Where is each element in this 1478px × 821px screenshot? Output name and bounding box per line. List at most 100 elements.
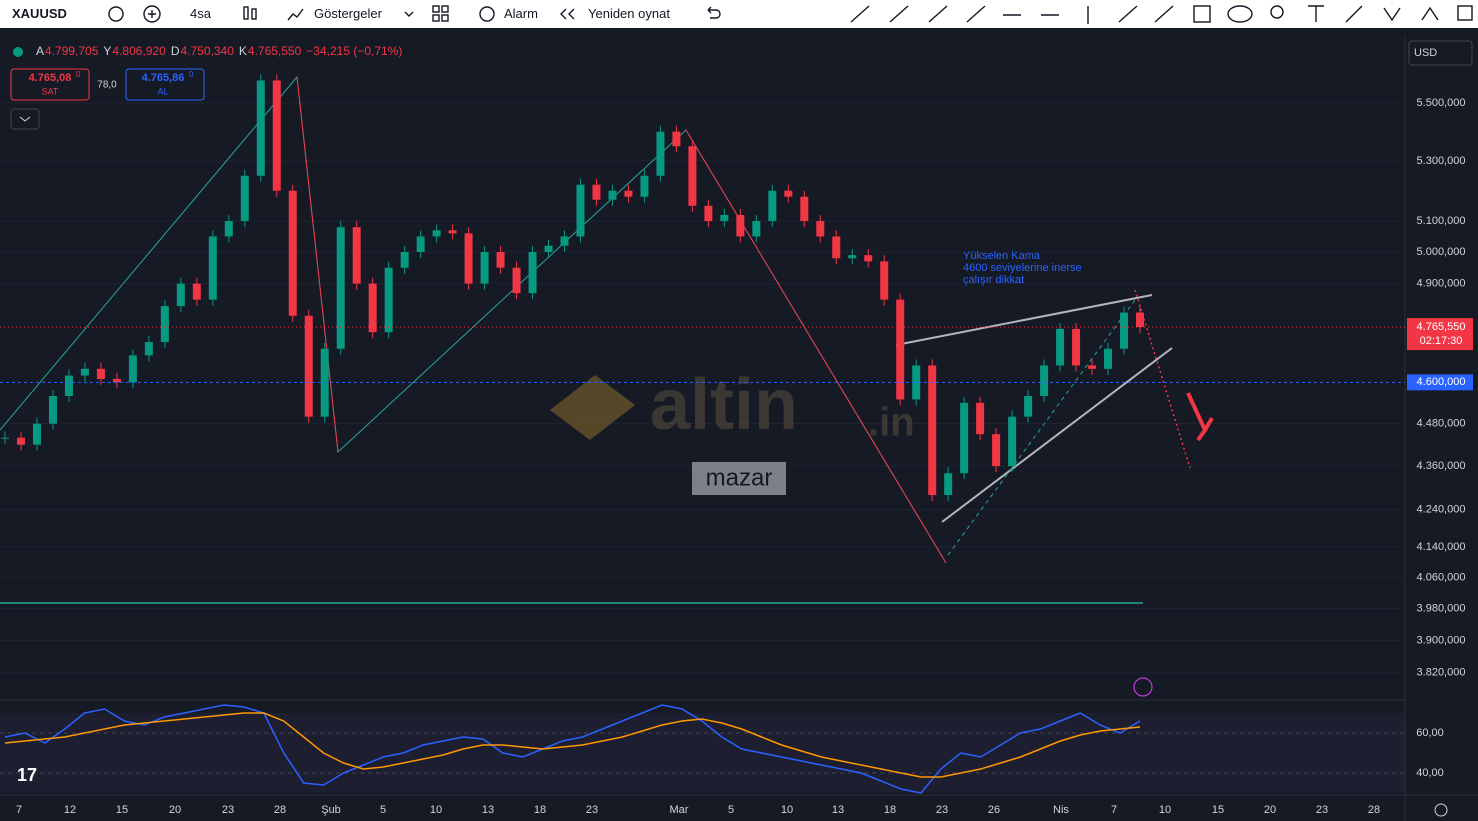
x-tick-label: 5 — [728, 804, 734, 816]
note-line: çalışır dikkat — [963, 274, 1024, 286]
candle — [368, 283, 377, 333]
sell-button[interactable] — [10, 68, 90, 101]
candles — [1, 74, 1144, 502]
time-axis: 7 12 15 20 23 28 Şub 5 10 13 18 23 Mar 5 10 13 18 23 26 Nis… — [16, 804, 1380, 816]
ohlc-legend: A 4.799,705 Y 4.806,920 D 4.750,340 K 4.765,550… — [36, 44, 402, 58]
symbol[interactable]: XAUUSD — [12, 6, 67, 21]
candle — [928, 365, 937, 496]
price-tag — [1407, 318, 1473, 351]
candle — [608, 190, 617, 200]
candle — [848, 255, 857, 259]
x-tick-label: 23 — [586, 804, 598, 816]
alarm[interactable]: Alarm — [504, 6, 538, 21]
watermark-suffix: .in — [868, 401, 915, 445]
replay[interactable]: Yeniden oynat — [588, 6, 670, 21]
candle — [832, 236, 841, 259]
chevron — [19, 116, 31, 122]
candle — [592, 184, 601, 200]
candle — [416, 236, 425, 253]
candle — [768, 190, 777, 222]
candle — [432, 230, 441, 237]
zigzag-down — [296, 76, 947, 564]
candle — [656, 131, 665, 176]
x-tick-label: 12 — [64, 804, 76, 816]
interval[interactable]: 4sa — [190, 6, 211, 21]
candle — [336, 227, 345, 349]
y-tick-label: 3.820,000 — [1417, 667, 1466, 679]
candle — [976, 402, 985, 435]
candle — [672, 131, 681, 147]
candle — [992, 434, 1001, 467]
candle — [304, 315, 313, 417]
candle — [256, 80, 265, 176]
candle — [1040, 365, 1049, 396]
candle — [640, 175, 649, 197]
watermark: altin .in mazar — [550, 365, 915, 495]
candle — [96, 368, 105, 379]
candle — [272, 80, 281, 191]
x-tick-label: 10 — [430, 804, 442, 816]
ohlc-value: 4.799,705 — [45, 44, 99, 58]
x-tick-label: 10 — [1159, 804, 1171, 816]
ohlc-key: Y — [103, 44, 111, 58]
x-tick-label: 28 — [1368, 804, 1380, 816]
buy-price: 4.765,86 — [142, 72, 185, 84]
y-tick-label: 5.000,000 — [1417, 246, 1466, 258]
status-dot — [13, 47, 23, 57]
x-tick-label: 20 — [1264, 804, 1276, 816]
sell-sup: 0 — [76, 70, 81, 79]
x-tick-label: 15 — [116, 804, 128, 816]
candle — [1088, 365, 1097, 369]
x-tick-label: 10 — [781, 804, 793, 816]
candle — [448, 230, 457, 234]
candle — [816, 221, 825, 237]
candle — [1, 437, 9, 439]
rsi-pane: 60,00 40,00 — [0, 704, 1444, 794]
y-tick-label: 3.900,000 — [1417, 634, 1466, 646]
settings-icon[interactable] — [1434, 803, 1448, 817]
note-line: 4600 seviyelerine inerse — [963, 262, 1082, 274]
x-tick-label: Şub — [321, 804, 341, 816]
candle — [736, 214, 745, 237]
ohlc-key: A — [36, 44, 44, 58]
author-box — [692, 462, 786, 495]
x-tick-label: Nis — [1053, 804, 1069, 816]
candle — [1104, 348, 1113, 369]
candle — [800, 196, 809, 222]
candle — [224, 221, 233, 237]
x-tick-label: 13 — [482, 804, 494, 816]
candle — [1056, 328, 1065, 366]
buy-button[interactable] — [125, 68, 205, 101]
y-tick-label: 5.100,000 — [1417, 215, 1466, 227]
y-tick-label: 3.980,000 — [1417, 603, 1466, 615]
candle — [80, 368, 89, 376]
candle — [384, 267, 393, 333]
down-arrow — [1186, 392, 1214, 442]
candle — [208, 236, 217, 300]
candle — [912, 365, 921, 400]
candle — [896, 299, 905, 400]
ohlc-value: 4.765,550 — [248, 44, 302, 58]
lightning-icon[interactable] — [1133, 677, 1153, 697]
x-tick-label: 7 — [1111, 804, 1117, 816]
candle — [16, 437, 25, 445]
ohlc-key: D — [171, 44, 180, 58]
indicators[interactable]: Göstergeler — [314, 6, 382, 21]
rsi-tick-label: 60,00 — [1416, 727, 1444, 739]
currency-button[interactable] — [1408, 40, 1473, 66]
candle — [496, 252, 505, 268]
watermark-logo — [550, 375, 635, 440]
x-tick-label: Mar — [670, 804, 689, 816]
ohlc-change: −34,215 (−0,71%) — [306, 44, 402, 58]
candle — [144, 342, 153, 356]
rsi-line — [4, 704, 1141, 794]
wedge — [895, 294, 1173, 523]
x-tick-label: 13 — [832, 804, 844, 816]
x-tick-label: 18 — [884, 804, 896, 816]
rsi-band — [0, 713, 1405, 793]
y-tick-label: 5.300,000 — [1417, 155, 1466, 167]
currency: USD — [1414, 47, 1437, 59]
candle — [192, 283, 201, 300]
candle — [880, 261, 889, 300]
collapse-button[interactable] — [10, 108, 40, 130]
